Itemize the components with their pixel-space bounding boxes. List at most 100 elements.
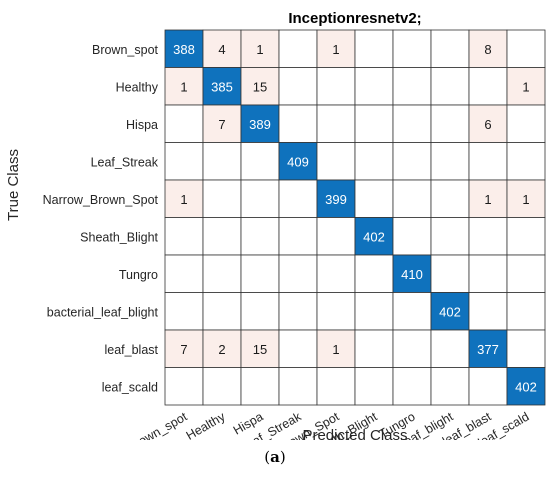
- y-tick-label: bacterial_leaf_blight: [47, 305, 159, 319]
- cell-value-label: 8: [484, 42, 491, 57]
- matrix-cell: [392, 367, 432, 406]
- matrix-cell: [316, 104, 356, 143]
- cell-value-label: 388: [173, 42, 195, 57]
- matrix-cell: [430, 67, 470, 106]
- matrix-cell: [468, 254, 508, 293]
- matrix-cell: [164, 67, 204, 106]
- matrix-cell: [278, 217, 318, 256]
- y-tick-label: Narrow_Brown_Spot: [43, 193, 159, 207]
- y-tick-label: Healthy: [116, 80, 159, 94]
- matrix-cell: [164, 104, 204, 143]
- y-axis-label: True Class: [5, 149, 22, 221]
- matrix-cell: [468, 142, 508, 181]
- matrix-cell: [354, 104, 394, 143]
- matrix-cell: [354, 292, 394, 331]
- cell-value-label: 402: [439, 304, 461, 319]
- matrix-cell: [430, 329, 470, 368]
- cell-value-label: 1: [484, 192, 491, 207]
- matrix-cell: [278, 367, 318, 406]
- matrix-cell: [316, 217, 356, 256]
- matrix-cell: [164, 367, 204, 406]
- y-tick-label: Hispa: [126, 118, 158, 132]
- matrix-cell: [278, 104, 318, 143]
- cell-value-label: 1: [522, 192, 529, 207]
- matrix-cell: [240, 29, 280, 68]
- cell-value-label: 402: [363, 229, 385, 244]
- cell-value-label: 377: [477, 342, 499, 357]
- matrix-cell: [430, 254, 470, 293]
- matrix-cell: [430, 142, 470, 181]
- matrix-cell: [164, 179, 204, 218]
- matrix-cell: [506, 104, 546, 143]
- matrix-cell: [430, 367, 470, 406]
- matrix-cell: [392, 142, 432, 181]
- matrix-cell: [354, 67, 394, 106]
- matrix-cell: [354, 254, 394, 293]
- cell-value-label: 15: [253, 342, 267, 357]
- matrix-cell: [316, 367, 356, 406]
- chart-title: Inceptionresnetv2;: [288, 10, 421, 27]
- cell-value-label: 1: [180, 192, 187, 207]
- matrix-cell: [316, 67, 356, 106]
- matrix-cell: [392, 104, 432, 143]
- caption-open: (: [264, 448, 271, 466]
- matrix-cell: [392, 179, 432, 218]
- matrix-cell: [430, 29, 470, 68]
- matrix-cell: [240, 329, 280, 368]
- matrix-cell: [202, 217, 242, 256]
- cell-value-label: 15: [253, 79, 267, 94]
- matrix-cell: [430, 217, 470, 256]
- matrix-cell: [202, 367, 242, 406]
- cell-value-label: 1: [256, 42, 263, 57]
- matrix-cell: [506, 217, 546, 256]
- cell-value-label: 2: [218, 342, 225, 357]
- cell-value-label: 409: [287, 154, 309, 169]
- matrix-cell: [202, 292, 242, 331]
- cell-value-label: 1: [180, 79, 187, 94]
- matrix-cell: [392, 329, 432, 368]
- matrix-cell: [164, 329, 204, 368]
- matrix-cell: [316, 142, 356, 181]
- matrix-cell: [278, 29, 318, 68]
- y-tick-label: leaf_scald: [102, 380, 158, 394]
- matrix-cell: [354, 217, 394, 256]
- cell-value-label: 1: [332, 42, 339, 57]
- matrix-cell: [164, 292, 204, 331]
- cell-value-label: 4: [218, 42, 225, 57]
- matrix-cell: [202, 254, 242, 293]
- matrix-cell: [506, 329, 546, 368]
- matrix-cell: [468, 367, 508, 406]
- matrix-cells: 388 4 1 1 8 1 385 15 1 7 389 6 409 1 399 1 1 402 410 402 7 2 1…: [164, 29, 546, 406]
- matrix-cell: [468, 179, 508, 218]
- matrix-cell: [506, 29, 546, 68]
- matrix-cell: [468, 217, 508, 256]
- matrix-cell: [506, 254, 546, 293]
- matrix-cell: [430, 292, 470, 331]
- matrix-cell: [164, 254, 204, 293]
- figure-caption: (a): [0, 448, 550, 466]
- x-tick-label: Brown_spot: [125, 409, 190, 440]
- matrix-cell: [468, 104, 508, 143]
- matrix-cell: [392, 29, 432, 68]
- matrix-cell: [240, 292, 280, 331]
- matrix-cell: [392, 217, 432, 256]
- matrix-cell: [164, 217, 204, 256]
- matrix-cell: [354, 329, 394, 368]
- matrix-cell: [506, 179, 546, 218]
- matrix-cell: [202, 142, 242, 181]
- y-tick-labels: Brown_spot Healthy Hispa Leaf_Streak Narrow_…: [43, 43, 159, 395]
- y-tick-label: Brown_spot: [92, 43, 159, 57]
- matrix-cell: [392, 292, 432, 331]
- matrix-cell: [202, 104, 242, 143]
- matrix-cell: [202, 329, 242, 368]
- matrix-cell: [278, 179, 318, 218]
- matrix-cell: [506, 292, 546, 331]
- y-tick-label: Sheath_Blight: [80, 230, 158, 244]
- cell-value-label: 6: [484, 117, 491, 132]
- matrix-cell: [202, 179, 242, 218]
- x-axis-label: Predicted Class: [302, 427, 407, 440]
- matrix-cell: [240, 67, 280, 106]
- matrix-cell: [240, 142, 280, 181]
- matrix-cell: [392, 254, 432, 293]
- cell-value-label: 399: [325, 192, 347, 207]
